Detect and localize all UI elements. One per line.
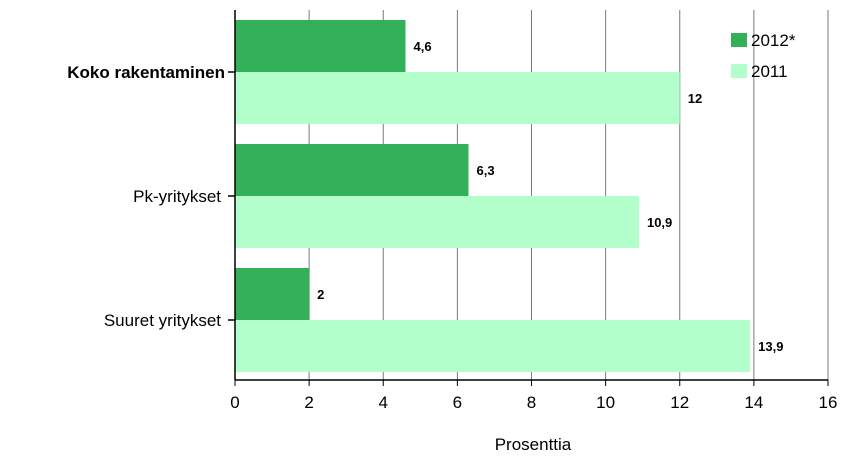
category-label-1: Pk-yritykset [133,187,221,206]
data-label-series2-0: 12 [688,91,702,106]
data-label-series1-1: 6,3 [476,163,494,178]
data-label-series2-1: 10,9 [647,215,672,230]
bar-series2-1 [235,196,639,248]
legend-swatch-series1 [731,33,747,47]
data-labels: 4,6 6,3 2 12 10,9 13,9 [317,39,783,354]
x-tick-label-1: 2 [304,393,313,412]
x-tick-label-7: 14 [744,393,763,412]
legend-swatch-series2 [731,64,747,78]
x-tick-label-5: 10 [596,393,615,412]
data-label-series1-2: 2 [317,287,324,302]
x-tick-label-2: 4 [379,393,388,412]
bar-series2-2 [235,320,751,372]
category-label-0: Koko rakentaminen [67,63,225,82]
legend: 2012* 2011 [731,31,796,81]
legend-label-series1: 2012* [751,31,796,50]
bar-series1-0 [235,20,406,72]
category-label-2: Suuret yritykset [104,311,221,330]
x-tick-label-6: 12 [670,393,689,412]
axes: 0 2 4 6 8 10 12 14 16 Koko rakentaminen Pk-yrityks… [67,10,837,412]
bar-series1-1 [235,144,469,196]
x-tick-label-3: 6 [453,393,462,412]
data-label-series1-0: 4,6 [413,39,431,54]
legend-label-series2: 2011 [751,62,788,81]
bar-series1-2 [235,268,310,320]
bar-series2-0 [235,72,680,124]
data-label-series2-2: 13,9 [758,339,783,354]
x-axis-title: Prosenttia [495,435,572,454]
x-tick-label-8: 16 [819,393,838,412]
x-tick-label-4: 8 [527,393,536,412]
x-tick-label-0: 0 [230,393,239,412]
bars [235,20,751,372]
